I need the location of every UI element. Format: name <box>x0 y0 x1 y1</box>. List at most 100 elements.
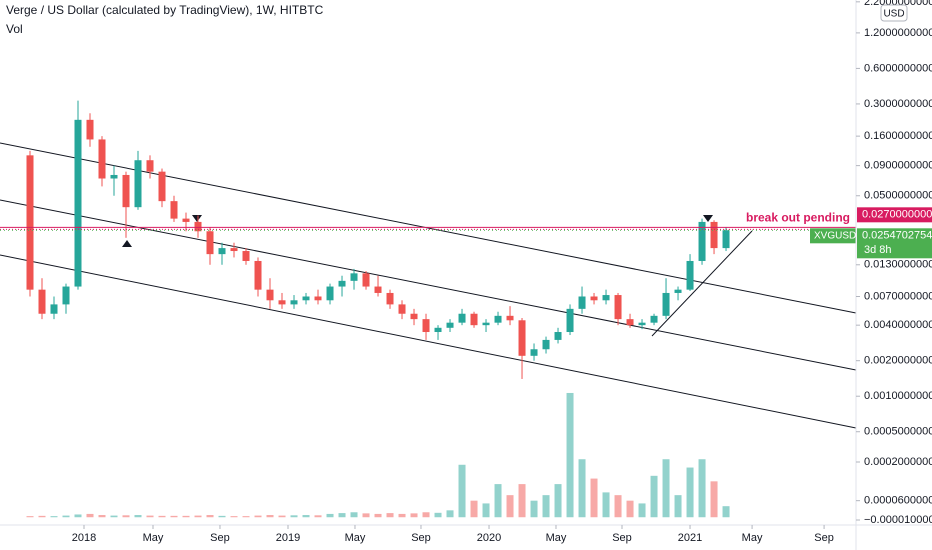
candle-body <box>386 292 394 305</box>
candle-body <box>98 139 106 179</box>
volume-bar <box>626 500 634 518</box>
drawings <box>0 142 857 429</box>
volume-bar <box>470 500 478 518</box>
candle-body <box>302 296 310 301</box>
candle-body <box>470 313 478 326</box>
candles <box>26 100 730 379</box>
volume-bar <box>218 515 226 518</box>
last-price-badge-axis <box>857 228 932 259</box>
candle-body <box>626 319 634 326</box>
candle-body <box>254 260 262 290</box>
volume-bar <box>182 515 190 518</box>
y-tick-label: 0.0010000000 <box>864 390 932 402</box>
y-tick-label: 0.0040000000 <box>864 319 932 331</box>
volume-bar <box>170 515 178 518</box>
x-tick-label: 2021 <box>678 532 702 544</box>
y-tick-label: 0.0900000000 <box>864 160 932 172</box>
candle-body <box>566 308 574 333</box>
candle-body <box>134 160 142 208</box>
volume-bar <box>338 513 346 518</box>
volume-bar <box>590 478 598 518</box>
volume-bar <box>62 515 70 518</box>
candle-body <box>434 327 442 333</box>
candle-body <box>326 286 334 301</box>
volume-bar <box>38 515 46 518</box>
y2-tick-label: 0.0000600000 <box>864 495 932 507</box>
volume-bar <box>614 495 622 518</box>
chart-title: Verge / US Dollar (calculated by Trading… <box>6 3 324 17</box>
candle-body <box>422 319 430 333</box>
candle-body <box>50 304 58 314</box>
volume-bar <box>230 516 238 518</box>
last-price-label: 0.0254702754 <box>862 230 932 242</box>
candle-body <box>674 289 682 293</box>
candle-body <box>266 289 274 301</box>
volume-bar <box>290 515 298 518</box>
y-tick-label: 2.2000000000 <box>864 0 932 8</box>
volume-bar <box>710 481 718 518</box>
channel-middle <box>0 199 857 371</box>
volume-bar <box>326 513 334 518</box>
trend-line <box>651 230 753 337</box>
y2-tick-label: 0.0002000000 <box>864 456 932 468</box>
candle-body <box>158 171 166 202</box>
volume-bar <box>674 495 682 518</box>
candle-body <box>578 296 586 309</box>
volume-bar <box>98 515 106 518</box>
volume-bar <box>518 484 526 518</box>
candle-body <box>122 174 130 208</box>
volume-bar <box>434 512 442 518</box>
candle-body <box>494 315 502 323</box>
volume-bar <box>602 492 610 518</box>
volume-bar <box>374 513 382 518</box>
candle-body <box>542 339 550 350</box>
y-tick-label: 1.2000000000 <box>864 27 932 39</box>
x-tick-label: Sep <box>210 532 230 544</box>
volume-bar <box>74 514 82 518</box>
candle-body <box>290 300 298 305</box>
axes: 2.2000000000 1.2000000000 0.6000000000 0.30… <box>72 0 932 544</box>
candle-body <box>698 221 706 261</box>
volume-bar <box>146 515 154 518</box>
volume-bar <box>554 484 562 518</box>
alert-badge-label: 0.0270000000 <box>862 209 932 221</box>
x-tick-label: 2018 <box>72 532 96 544</box>
volume-bar <box>362 513 370 518</box>
candle-body <box>410 313 418 320</box>
volume-bar <box>638 503 646 518</box>
y-tick-label: 0.0500000000 <box>864 190 932 202</box>
candle-body <box>338 280 346 287</box>
volume-bar <box>302 515 310 518</box>
channel-bottom <box>0 254 857 429</box>
volume-bar <box>158 515 166 518</box>
x-tick-label: May <box>742 532 763 544</box>
volume-bar <box>422 512 430 518</box>
candle-body <box>602 295 610 301</box>
candle-body <box>614 295 622 320</box>
volume-bar <box>50 516 58 518</box>
x-tick-label: 2020 <box>477 532 501 544</box>
countdown-label: 3d 8h <box>864 244 892 256</box>
candle-body <box>506 315 514 321</box>
candle-body <box>110 174 118 179</box>
volume-bar <box>662 459 670 518</box>
volume-bar <box>566 392 574 518</box>
volume-bar <box>134 515 142 518</box>
candle-body <box>710 221 718 249</box>
currency-label[interactable]: USD <box>883 9 904 20</box>
candle-body <box>146 160 154 172</box>
volume-bar <box>722 506 730 518</box>
x-tick-label: May <box>143 532 164 544</box>
volume-label: Vol <box>6 22 23 36</box>
candle-body <box>530 349 538 356</box>
x-tick-label: 2019 <box>276 532 300 544</box>
candle-body <box>722 230 730 249</box>
volume-bar <box>194 515 202 518</box>
currency-button[interactable] <box>880 4 908 22</box>
volume-bar <box>266 515 274 518</box>
volume-bar <box>206 515 214 518</box>
y-tick-label: 0.1600000000 <box>864 130 932 142</box>
volume-bar <box>242 516 250 518</box>
